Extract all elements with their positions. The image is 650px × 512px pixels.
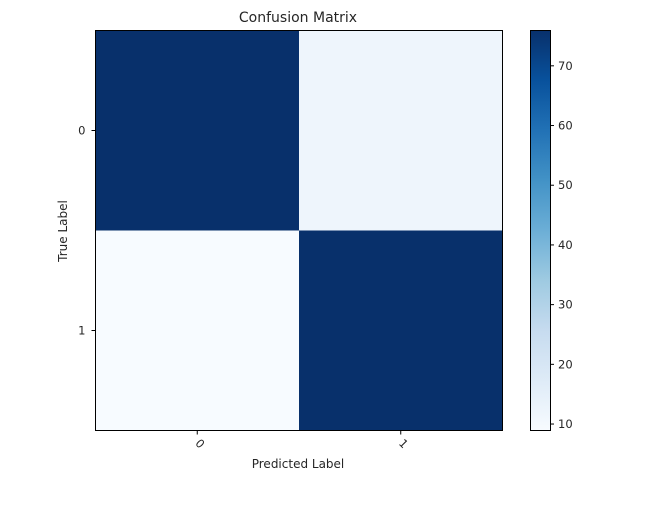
x-tick-label-0: 0: [193, 436, 208, 451]
x-tick-label-1: 1: [396, 436, 411, 451]
colorbar-tick-label-40: 40: [558, 238, 573, 252]
colorbar-frame: [530, 30, 551, 431]
colorbar-tick-label-70: 70: [558, 59, 573, 73]
heatmap-cell-0-0: [95, 30, 300, 231]
colorbar-tick-label-30: 30: [558, 298, 573, 312]
plot-frame: [95, 30, 503, 431]
heatmap-cell-1-0: [95, 230, 300, 431]
heatmap-cell-1-1: [299, 230, 503, 431]
y-tick-label-1: 1: [78, 324, 85, 338]
colorbar-gradient: [530, 30, 550, 430]
colorbar: 10 20 30 40 50 60 70: [530, 30, 573, 431]
x-axis-label: Predicted Label: [252, 457, 345, 471]
colorbar-tick-label-10: 10: [558, 417, 573, 431]
heatmap-cell-0-1: [299, 30, 503, 231]
colorbar-tick-label-20: 20: [558, 357, 573, 371]
colorbar-ticks: 10 20 30 40 50 60 70: [550, 59, 573, 431]
y-tick-label-0: 0: [78, 124, 85, 138]
heatmap-cells: [95, 30, 503, 431]
colorbar-tick-label-50: 50: [558, 178, 573, 192]
y-axis-label: True Label: [56, 200, 70, 263]
colorbar-tick-label-60: 60: [558, 119, 573, 133]
y-axis-ticks: 01: [78, 124, 96, 338]
chart-title: Confusion Matrix: [239, 10, 357, 26]
